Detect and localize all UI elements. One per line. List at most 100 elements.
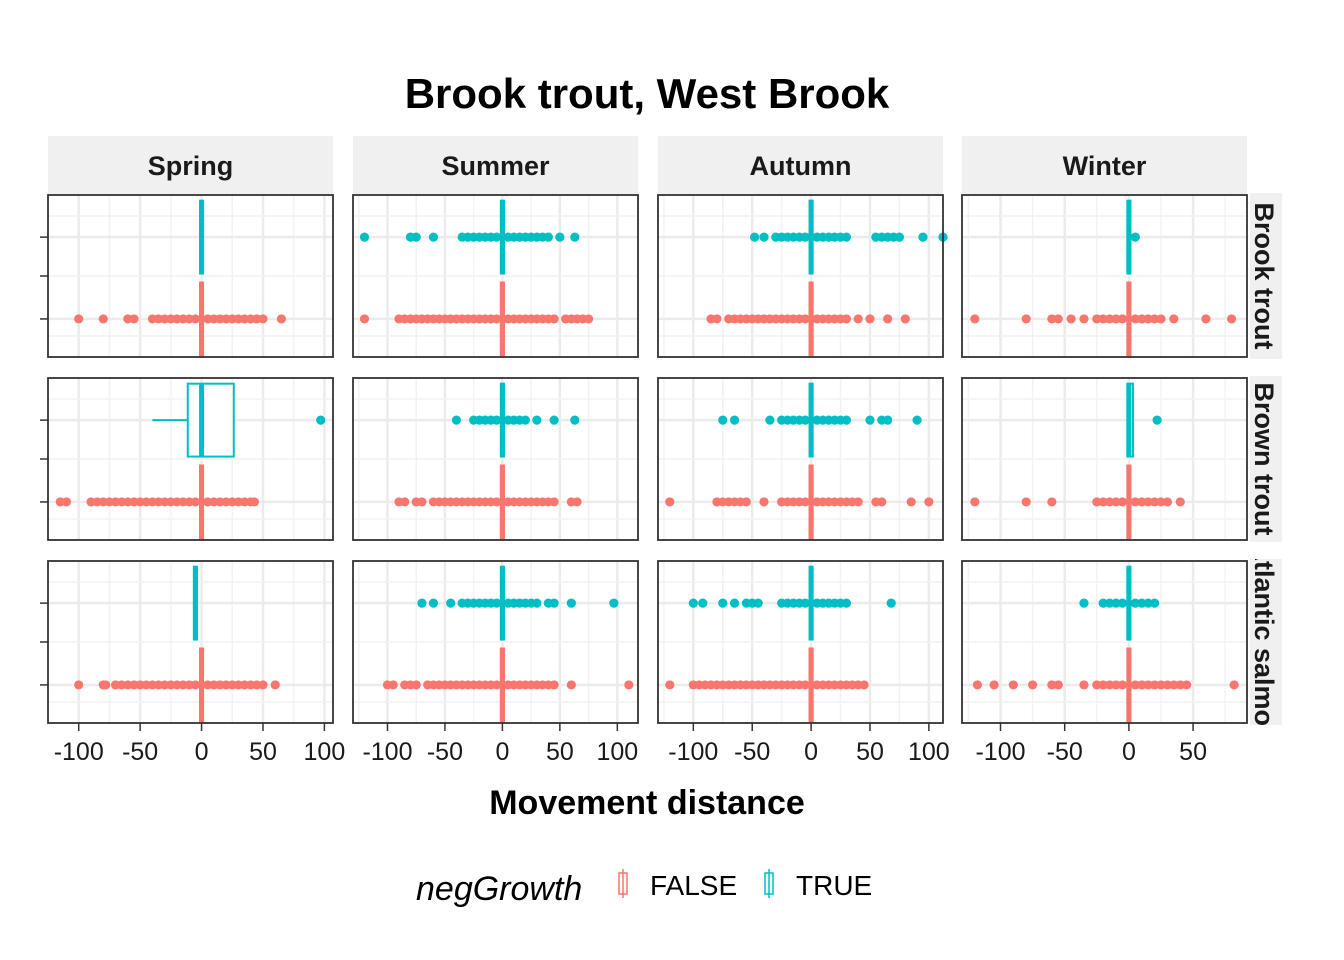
outlier-point	[1111, 314, 1121, 324]
outlier-point	[1117, 497, 1128, 507]
outlier-point	[729, 598, 740, 608]
outlier-point	[74, 680, 84, 690]
outlier-point	[1182, 680, 1192, 690]
outlier-point	[718, 415, 728, 425]
outlier-point	[1092, 497, 1102, 507]
outlier-point	[859, 680, 869, 690]
outlier-point	[800, 314, 810, 324]
outlier-point	[1111, 497, 1121, 507]
outlier-point	[1047, 497, 1057, 507]
legend: negGrowth FALSE TRUE	[416, 869, 872, 908]
outlier-point	[765, 415, 775, 425]
boxplot-true	[1079, 565, 1160, 641]
panel-border	[657, 377, 944, 541]
outlier-point	[258, 314, 268, 324]
panel-border	[47, 560, 334, 724]
panel-r2-c0	[47, 560, 334, 724]
outlier-point	[800, 497, 810, 507]
facet-strip-summer	[353, 136, 638, 194]
outlier-point	[853, 497, 863, 507]
outlier-point	[665, 680, 675, 690]
outlier-point	[759, 497, 769, 507]
outlier-point	[359, 314, 370, 324]
outlier-point	[894, 232, 905, 242]
outlier-point	[1028, 680, 1038, 690]
outlier-point	[570, 232, 580, 242]
outlier-point	[900, 314, 910, 324]
outlier-point	[1047, 680, 1057, 690]
outlier-point	[800, 232, 810, 242]
x-tick-label: 100	[596, 738, 638, 766]
outlier-point	[1105, 314, 1115, 324]
outlier-point	[924, 497, 934, 507]
facet-label-summer: Summer	[441, 151, 550, 181]
outlier-point	[1229, 680, 1239, 690]
boxplot-true	[718, 382, 922, 458]
outlier-point	[555, 232, 565, 242]
outlier-point	[1143, 598, 1153, 608]
facet-panels: Spring Summer Autumn Winter Brook trout Brown…	[40, 136, 1282, 766]
panel-border	[47, 377, 334, 541]
boxplot-true	[1126, 382, 1162, 458]
outlier-point	[1111, 680, 1121, 690]
outlier-point	[129, 314, 139, 324]
outlier-point	[1137, 598, 1147, 608]
x-tick-label: -100	[54, 738, 104, 766]
panel-r0-c0	[47, 194, 334, 358]
outlier-point	[1098, 497, 1108, 507]
outlier-point	[492, 680, 502, 690]
outlier-point	[877, 497, 887, 507]
outlier-point	[1021, 314, 1031, 324]
outlier-point	[912, 415, 922, 425]
outlier-point	[1117, 680, 1128, 690]
panel-border	[47, 194, 334, 358]
legend-title: negGrowth	[416, 870, 582, 908]
panel-r1-c3	[961, 377, 1248, 541]
outlier-point	[753, 598, 763, 608]
outlier-point	[1079, 680, 1089, 690]
boxplot-true	[192, 565, 198, 641]
panel-r1-c2	[657, 377, 944, 541]
outlier-point	[800, 415, 810, 425]
outlier-point	[1105, 598, 1115, 608]
panel-border	[961, 377, 1248, 541]
outlier-point	[800, 680, 810, 690]
x-tick-label: -50	[122, 738, 158, 766]
facet-label-winter: Winter	[1063, 151, 1147, 181]
outlier-point	[1066, 314, 1076, 324]
outlier-point	[270, 680, 280, 690]
legend-label-true: TRUE	[796, 870, 872, 901]
legend-key-false	[618, 869, 628, 898]
outlier-point	[549, 497, 559, 507]
outlier-point	[276, 314, 287, 324]
outlier-point	[1162, 497, 1173, 507]
outlier-point	[865, 314, 875, 324]
x-tick-label: 0	[804, 738, 818, 766]
boxplot-false	[74, 281, 287, 357]
facet-label-spring: Spring	[148, 151, 234, 181]
boxplot-false	[394, 464, 582, 540]
boxplot-false	[359, 281, 594, 357]
outlier-point	[718, 598, 728, 608]
outlier-point	[1130, 497, 1140, 507]
boxplot-false	[665, 647, 869, 723]
outlier-point	[492, 232, 502, 242]
outlier-point	[249, 497, 259, 507]
outlier-point	[1149, 598, 1160, 608]
panel-border	[961, 194, 1248, 358]
facet-label-autumn: Autumn	[750, 151, 852, 181]
box	[186, 382, 235, 458]
outlier-point	[1130, 680, 1140, 690]
outlier-point	[970, 314, 980, 324]
outlier-point	[1149, 314, 1160, 324]
outlier-point	[1143, 314, 1153, 324]
boxplot-true	[749, 199, 948, 275]
boxplot-false	[970, 281, 1237, 357]
boxplot-true	[199, 199, 205, 275]
outlier-point	[1130, 314, 1140, 324]
boxplot-true	[1126, 199, 1140, 275]
outlier-point	[446, 598, 456, 608]
outlier-point	[520, 415, 530, 425]
outlier-point	[428, 598, 439, 608]
outlier-point	[532, 598, 542, 608]
